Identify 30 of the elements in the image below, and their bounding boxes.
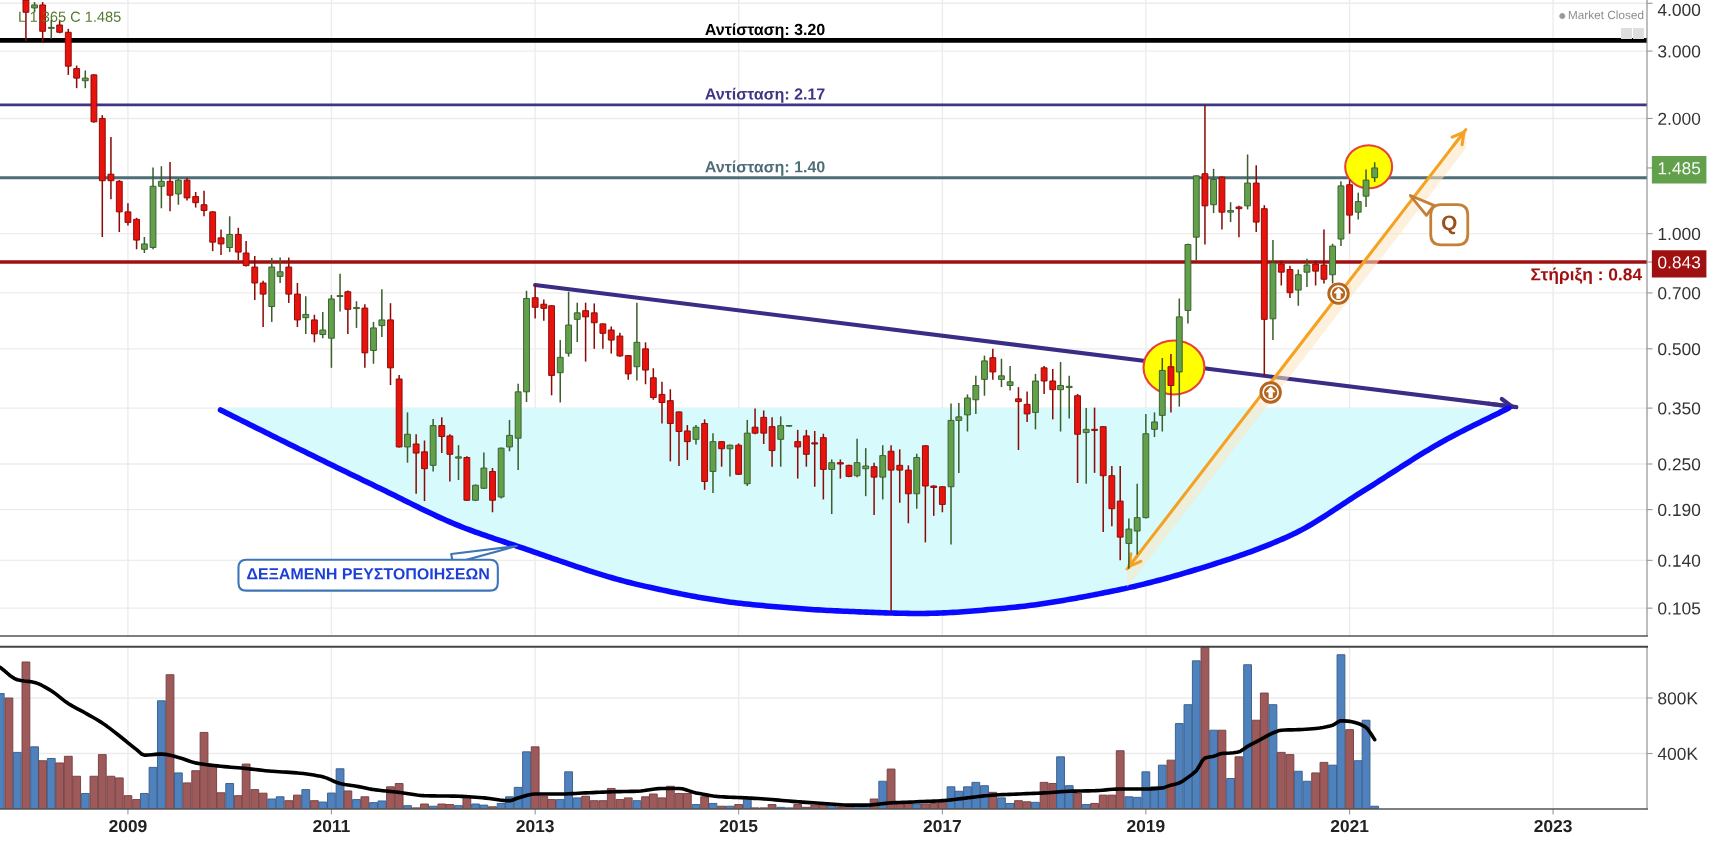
y-tick-label: 0.843 (1658, 256, 1701, 269)
y-tick-label: 0.350 (1658, 402, 1701, 415)
y-tick-label: 0.500 (1658, 342, 1701, 356)
x-tick-label: 2019 (1127, 819, 1165, 833)
ref-line-label: Αντίσταση: 2.17 (705, 87, 825, 103)
y-tick-label: 1.000 (1658, 227, 1701, 241)
y-tick-label: 3.000 (1658, 45, 1701, 58)
annotation: Q (1442, 215, 1457, 235)
x-tick-label: 2013 (516, 819, 554, 833)
y-tick-label: 0.140 (1658, 554, 1701, 567)
annotation: Market Closed (1568, 10, 1644, 20)
ref-line-label: Αντίσταση: 3.20 (705, 23, 825, 39)
y-tick-label: 2.000 (1658, 112, 1701, 125)
x-tick-label: 2023 (1534, 819, 1572, 833)
y-tick-label: 400K (1657, 747, 1698, 760)
y-tick-label: 0.700 (1658, 287, 1701, 300)
x-tick-label: 2015 (719, 819, 758, 833)
x-tick-label: 2021 (1330, 819, 1369, 833)
y-tick-label: 4.000 (1657, 3, 1701, 17)
y-tick-label: 0.250 (1658, 458, 1701, 471)
ref-line-label: Στήριξη : 0.84 (1531, 267, 1642, 284)
x-tick-label: 2011 (313, 819, 350, 833)
y-tick-label: 800K (1658, 692, 1698, 705)
ref-line-label: Αντίσταση: 1.40 (705, 160, 825, 176)
y-tick-label: 1.485 (1658, 162, 1701, 175)
x-tick-label: 2017 (923, 819, 961, 833)
x-tick-label: 2009 (109, 819, 147, 833)
y-tick-label: 0.105 (1658, 602, 1701, 615)
annotation: ΔΕΞΑΜΕΝΗ ΡΕΥΣΤΟΠΟΙΗΣΕΩΝ (247, 568, 489, 580)
y-tick-label: 0.190 (1658, 503, 1701, 517)
